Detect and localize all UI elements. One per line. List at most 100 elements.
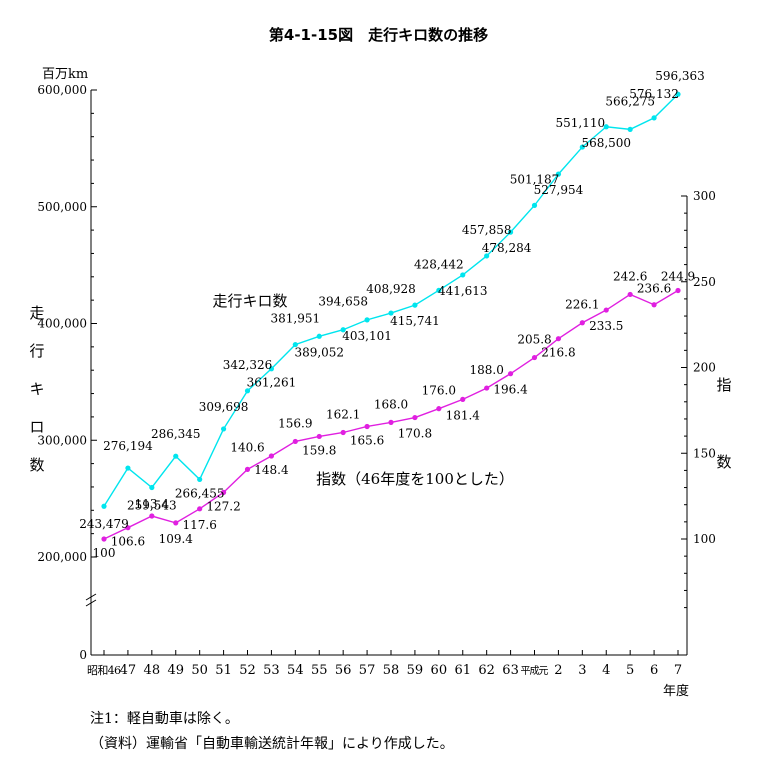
data-point: [316, 433, 322, 440]
data-label: 276,194: [103, 439, 153, 453]
data-label: 408,928: [366, 282, 416, 296]
data-point: [173, 453, 179, 459]
x-tick-label: 6: [650, 663, 658, 678]
data-label: 457,858: [462, 223, 512, 237]
data-point: [460, 396, 466, 402]
chart-title: 第4-1-15図 走行キロ数の推移: [268, 26, 489, 44]
x-tick-label: 62: [478, 663, 495, 678]
data-label: 109.4: [159, 532, 194, 546]
y-left-tick-label: 0: [79, 648, 87, 662]
data-point: [340, 429, 346, 436]
y-left-tick-label: 500,000: [37, 200, 87, 214]
data-point: [244, 466, 251, 472]
y-left-tick-label: 200,000: [37, 550, 87, 564]
x-tick-label: 53: [263, 663, 280, 678]
data-label: 286,345: [151, 427, 201, 441]
data-point: [675, 287, 681, 294]
data-label: 403,101: [342, 329, 392, 343]
data-label: 170.8: [398, 427, 432, 441]
data-label: 140.6: [230, 440, 264, 454]
x-tick-label: 50: [191, 663, 208, 678]
data-label: 106.6: [111, 535, 145, 549]
data-label: 117.6: [182, 518, 216, 532]
y-left-label-char: 走: [29, 304, 44, 322]
y-right-tick-label: 150: [693, 446, 716, 460]
data-label: 188.0: [469, 363, 503, 377]
data-label: 394,658: [318, 295, 368, 309]
data-point: [197, 476, 203, 483]
data-label: 156.9: [278, 416, 312, 430]
y-left-unit: 百万km: [42, 67, 88, 82]
data-label: 100: [93, 546, 116, 560]
data-label: 216.8: [541, 346, 575, 360]
data-label: 181.4: [446, 408, 481, 422]
axis-ticks: 0 200,000 300,000 400,000 500,000 600,000百万km…: [29, 67, 731, 699]
data-label: 165.6: [350, 433, 384, 447]
data-label: 113.4: [135, 497, 170, 511]
y-left-tick-label: 400,000: [37, 317, 87, 331]
data-label: 127.2: [206, 499, 240, 513]
data-label: 233.5: [589, 319, 623, 333]
data-label: 196.4: [493, 383, 528, 397]
annotation-series-index: 指数（46年度を100とした）: [316, 470, 514, 488]
chart-axes: [85, 90, 688, 656]
data-point: [436, 406, 442, 412]
data-label: 551,110: [556, 116, 606, 130]
data-point: [268, 366, 275, 372]
data-label: 243,479: [79, 517, 129, 531]
axis-break-mark: [85, 593, 97, 607]
data-label: 236.6: [637, 282, 671, 296]
data-label: 478,284: [482, 241, 532, 255]
data-point: [555, 171, 562, 177]
data-point: [220, 489, 227, 495]
data-point: [364, 317, 370, 323]
data-label: 568,500: [581, 136, 631, 150]
x-tick-label: 49: [167, 663, 184, 678]
x-tick-label: 3: [578, 663, 586, 678]
x-tick-label: 47: [120, 663, 137, 678]
data-point: [268, 453, 275, 459]
data-point: [579, 320, 585, 326]
data-point: [460, 272, 466, 278]
footnote-1: 注1：軽自動車は除く。: [90, 711, 239, 727]
data-label: 242.6: [613, 269, 647, 283]
data-point: [507, 371, 514, 377]
data-point: [603, 307, 609, 313]
x-tick-label: 48: [144, 663, 161, 678]
data-label: 159.8: [302, 443, 336, 457]
data-point: [627, 291, 633, 298]
data-label: 428,442: [414, 257, 464, 271]
data-point: [555, 336, 562, 342]
data-point: [531, 354, 538, 361]
data-point: [244, 388, 251, 394]
y-left-label-char: 行: [29, 342, 44, 360]
data-point: [292, 341, 298, 348]
data-point: [412, 302, 418, 308]
data-label: 501,187: [510, 172, 560, 186]
data-label: 527,954: [534, 183, 584, 197]
x-tick-label: 54: [287, 663, 304, 678]
x-tick-label: 平成元: [521, 665, 549, 677]
data-point: [412, 414, 418, 421]
footnote-source: （資料）運輸省「自動車輸送統計年報」により作成した。: [90, 736, 454, 752]
data-point: [197, 506, 203, 512]
data-point: [220, 426, 227, 432]
line-chart: 0 200,000 300,000 400,000 500,000 600,000百万km…: [29, 67, 731, 699]
data-label: 168.0: [374, 397, 408, 411]
data-point: [292, 438, 298, 445]
x-tick-label: 2: [554, 663, 562, 678]
data-label: 381,951: [271, 312, 321, 326]
x-tick-label: 4: [602, 663, 610, 678]
data-label: 361,261: [247, 376, 297, 390]
data-point: [149, 513, 155, 519]
data-point: [531, 202, 538, 208]
data-label: 566,275: [605, 94, 655, 108]
x-tick-label: 55: [311, 663, 328, 678]
data-point: [340, 327, 346, 333]
data-label: 415,741: [390, 314, 440, 328]
data-point: [388, 419, 394, 425]
x-tick-label: 60: [431, 663, 448, 678]
y-right-tick-label: 300: [693, 189, 716, 203]
data-point: [484, 253, 490, 259]
data-point: [101, 503, 107, 509]
